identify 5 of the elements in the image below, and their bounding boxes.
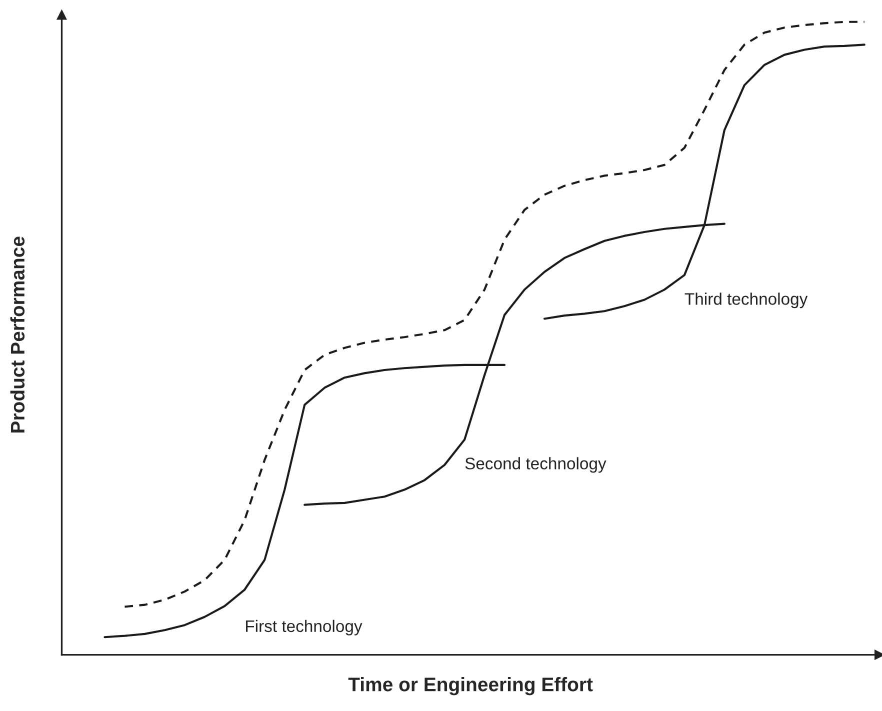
series-label: Second technology	[465, 457, 606, 473]
series-label: First technology	[246, 620, 362, 636]
series-label: Third technology	[684, 292, 808, 308]
y-axis-title: Product Performance	[10, 236, 25, 432]
x-axis-title: Time or Engineering Effort	[348, 677, 593, 696]
